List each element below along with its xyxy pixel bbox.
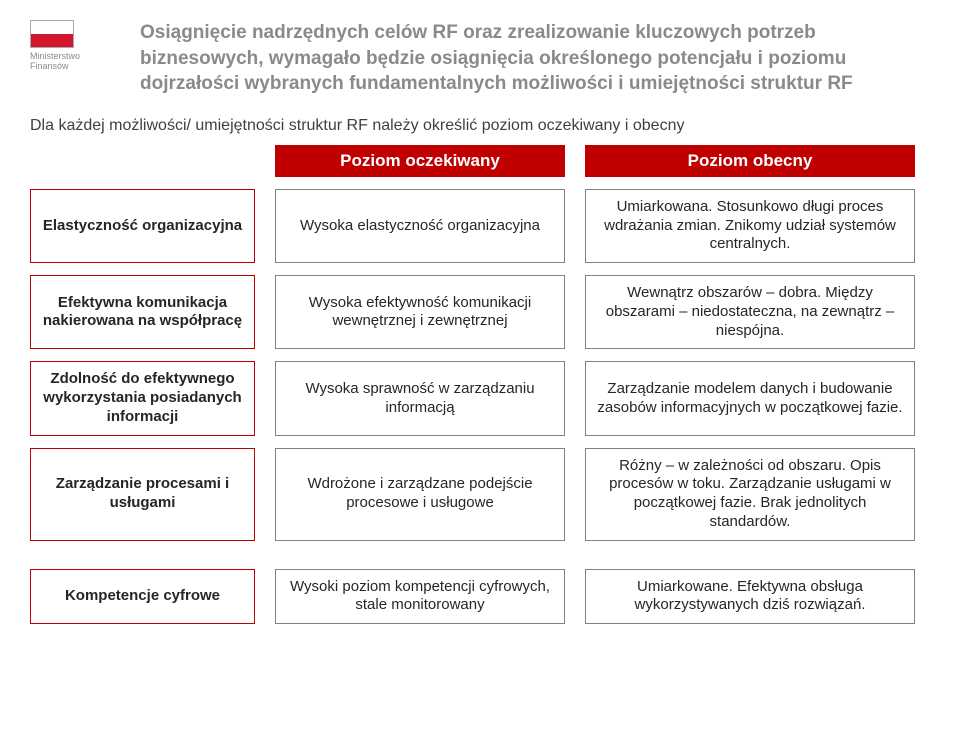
expected-cell: Wysoka efektywność komunikacji wewnętrzn… <box>275 275 565 349</box>
logo-line2: Finansów <box>30 62 80 72</box>
header-empty <box>30 145 255 177</box>
subheading: Dla każdej możliwości/ umiejętności stru… <box>30 117 920 135</box>
group-spacer <box>30 553 915 557</box>
expected-cell: Wysoka sprawność w zarządzaniu informacj… <box>275 361 565 435</box>
current-cell: Wewnątrz obszarów – dobra. Między obszar… <box>585 275 915 349</box>
category-cell: Kompetencje cyfrowe <box>30 569 255 625</box>
current-cell: Różny – w zależności od obszaru. Opis pr… <box>585 448 915 541</box>
expected-cell: Wdrożone i zarządzane podejście procesow… <box>275 448 565 541</box>
header-expected: Poziom oczekiwany <box>275 145 565 177</box>
matrix-grid: Poziom oczekiwany Poziom obecny Elastycz… <box>30 145 920 624</box>
logo: Ministerstwo Finansów <box>30 20 120 97</box>
category-cell: Efektywna komunikacja nakierowana na wsp… <box>30 275 255 349</box>
header-current: Poziom obecny <box>585 145 915 177</box>
category-cell: Elastyczność organizacyjna <box>30 189 255 263</box>
category-cell: Zarządzanie procesami i usługami <box>30 448 255 541</box>
expected-cell: Wysoki poziom kompetencji cyfrowych, sta… <box>275 569 565 625</box>
header-area: Ministerstwo Finansów Osiągnięcie nadrzę… <box>30 20 920 97</box>
expected-cell: Wysoka elastyczność organizacyjna <box>275 189 565 263</box>
flag-icon <box>30 20 74 48</box>
category-cell: Zdolność do efektywnego wykorzystania po… <box>30 361 255 435</box>
current-cell: Umiarkowana. Stosunkowo długi proces wdr… <box>585 189 915 263</box>
logo-text: Ministerstwo Finansów <box>30 52 80 72</box>
current-cell: Zarządzanie modelem danych i budowanie z… <box>585 361 915 435</box>
page-title: Osiągnięcie nadrzędnych celów RF oraz zr… <box>140 20 920 97</box>
current-cell: Umiarkowane. Efektywna obsługa wykorzyst… <box>585 569 915 625</box>
